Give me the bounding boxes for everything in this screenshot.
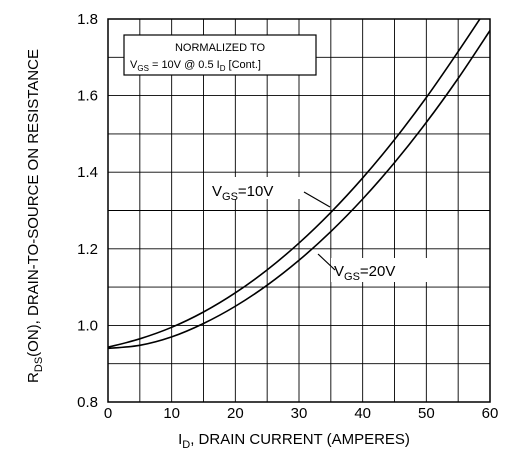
ylabel-sub: DS (33, 357, 45, 372)
x-tick-label: 0 (104, 405, 112, 422)
x-axis-title: ID, DRAIN CURRENT (AMPERES) (178, 431, 410, 451)
y-tick-label: 1.0 (77, 317, 98, 334)
y-axis-title: RDS(ON), DRAIN-TO-SOURCE ON RESISTANCE (25, 49, 45, 383)
note-line1: NORMALIZED TO (175, 42, 265, 54)
ylabel-main: R (25, 372, 42, 383)
x-tick-label: 30 (291, 405, 308, 422)
y-tick-label: 1.2 (77, 241, 98, 258)
x-tick-label: 10 (163, 405, 180, 422)
curve-label-bg (331, 258, 431, 282)
y-tick-labels: 0.8 1.0 1.2 1.4 1.6 1.8 (77, 11, 98, 411)
note-v: V (130, 59, 138, 71)
x-tick-label: 60 (482, 405, 499, 422)
note-end: [Cont.] (225, 59, 260, 71)
y-tick-label: 1.6 (77, 88, 98, 105)
curve-label-bg (209, 177, 309, 199)
plot-frame (107, 18, 491, 403)
label-sub: GS (222, 191, 238, 203)
note-i-sub: D (220, 64, 226, 73)
note-mid: = 10V @ 0.5 I (149, 59, 220, 71)
xlabel-main: I (178, 431, 182, 448)
x-tick-label: 40 (354, 405, 371, 422)
leader-line (317, 253, 336, 271)
x-tick-label: 20 (227, 405, 244, 422)
curve-label-vgs20: VGS=20V (317, 253, 431, 283)
y-tick-label: 1.4 (77, 164, 98, 181)
x-tick-label: 50 (418, 405, 435, 422)
xlabel-rest: , DRAIN CURRENT (AMPERES) (190, 431, 410, 448)
leader-line (303, 191, 331, 208)
normalization-note: NORMALIZED TO VGS = 10V @ 0.5 ID [Cont.] (123, 34, 317, 76)
xlabel-sub: D (182, 439, 190, 451)
label-sub: GS (344, 271, 360, 283)
ylabel-rest: (ON), DRAIN-TO-SOURCE ON RESISTANCE (25, 49, 42, 357)
curve-label-text: VGS=10V (212, 183, 273, 203)
series-line-1 (108, 30, 490, 350)
curve-label-text: VGS=20V (334, 263, 395, 283)
grid (108, 19, 490, 402)
curves (108, 19, 490, 350)
y-tick-label: 0.8 (77, 394, 98, 411)
label-rest: =20V (360, 263, 395, 280)
series-line-0 (108, 19, 481, 349)
label-v: V (212, 183, 222, 200)
note-v-sub: GS (137, 64, 149, 73)
curve-label-vgs10: VGS=10V (209, 177, 331, 208)
note-box (123, 34, 317, 76)
label-v: V (334, 263, 344, 280)
x-tick-labels: 0 10 20 30 40 50 60 (104, 405, 499, 422)
label-rest: =10V (238, 183, 273, 200)
note-line2: VGS = 10V @ 0.5 ID [Cont.] (130, 59, 261, 73)
y-tick-label: 1.8 (77, 11, 98, 28)
